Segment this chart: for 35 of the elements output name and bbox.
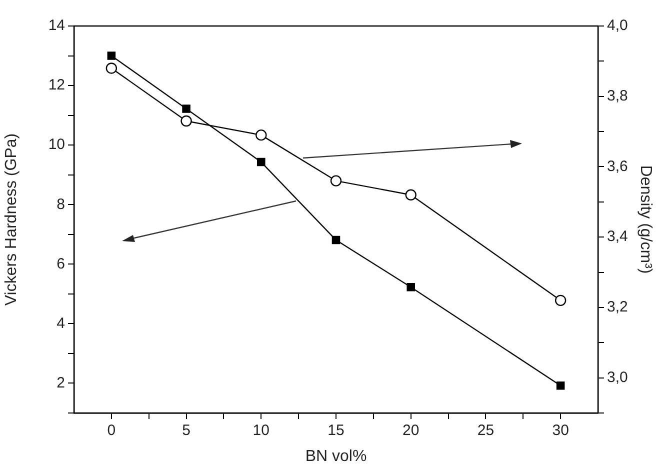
x-tick-label: 25: [477, 422, 494, 440]
x-tick-label: 10: [252, 422, 270, 440]
y2-axis-title: Density (g/cm³): [636, 165, 654, 274]
y-axis-title: Vickers Hardness (GPa): [3, 133, 20, 306]
y2-tick-label: 4,0: [607, 17, 628, 34]
x-tick-label: 15: [328, 422, 344, 440]
y2-tick-label: 3,6: [607, 158, 628, 175]
point: [107, 52, 116, 60]
y-tick-label: 14: [48, 17, 65, 34]
y-tick-label: 2: [56, 374, 65, 392]
point: [182, 104, 190, 113]
x-tick-label: 0: [107, 422, 116, 440]
point: [556, 381, 565, 390]
point: [256, 129, 267, 141]
y2-tick-label: 3,8: [607, 88, 628, 105]
point: [257, 158, 266, 166]
y-tick-label: 10: [48, 136, 65, 154]
y2-tick-label: 3,0: [607, 368, 628, 386]
point: [106, 62, 118, 74]
point: [405, 189, 416, 200]
point: [180, 115, 192, 127]
point: [554, 294, 566, 306]
y2-tick-label: 3,4: [607, 228, 628, 246]
x-tick-label: 30: [552, 422, 569, 440]
y-tick-label: 8: [56, 196, 65, 213]
y-tick-label: 12: [48, 76, 65, 94]
x-tick-label: 5: [182, 422, 190, 440]
x-axis-title: BN vol%: [305, 448, 367, 465]
y-tick-label: 6: [56, 255, 65, 272]
y2-tick-label: 3,2: [607, 298, 628, 316]
point: [332, 236, 340, 244]
y-tick-label: 4: [56, 314, 65, 332]
x-tick-label: 20: [402, 422, 420, 440]
point: [406, 282, 415, 292]
point: [330, 175, 342, 186]
